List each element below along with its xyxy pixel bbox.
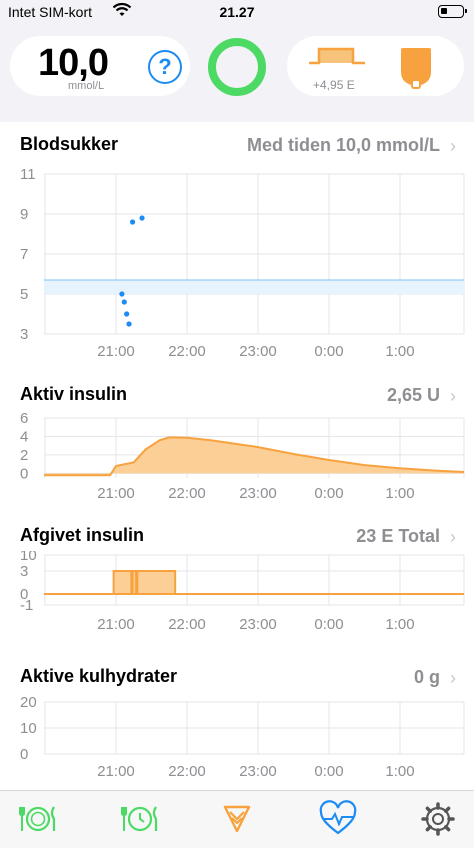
active-insulin-area [44, 437, 464, 476]
x-tick-label: 0:00 [314, 616, 343, 633]
delivered-insulin-chart[interactable]: 103 0-1 21:00 22:00 23:00 0:00 1:00 [0, 551, 474, 651]
bolus-bar [136, 570, 177, 595]
y-tick-label: -1 [20, 597, 33, 614]
basal-rate-icon [309, 47, 365, 65]
x-tick-label: 22:00 [168, 343, 206, 360]
tab-bar [0, 790, 474, 848]
carbs-chart-summary: 0 g [413, 667, 440, 687]
chevron-right-icon: › [450, 136, 456, 156]
loop-status-icon[interactable] [208, 38, 266, 96]
help-icon[interactable]: ? [148, 50, 182, 84]
wifi-icon [112, 2, 132, 16]
workout-tab[interactable] [318, 799, 358, 839]
target-range-band [44, 280, 464, 294]
active-insulin-chart-title: Aktiv insulin [20, 384, 128, 404]
y-tick-label: 2 [20, 447, 28, 464]
settings-tab[interactable] [418, 799, 458, 839]
glucose-hud[interactable]: 10,0 mmol/L ? [10, 36, 190, 96]
active-insulin-line [44, 436, 465, 477]
x-tick-label: 22:00 [168, 763, 206, 780]
pre-meal-tab[interactable] [120, 799, 160, 839]
chevron-right-icon: › [450, 527, 456, 547]
x-tick-label: 22:00 [168, 616, 206, 633]
glucose-value: 10,0 [38, 42, 109, 84]
glucose-chart-title: Blodsukker [20, 134, 119, 154]
x-tick-label: 21:00 [97, 485, 135, 502]
delivered-insulin-chart-title: Afgivet insulin [20, 525, 145, 545]
glucose-point [124, 311, 130, 317]
x-tick-label: 23:00 [239, 343, 277, 360]
y-tick-label: 0 [20, 746, 28, 763]
basal-label: +4,95 E [313, 78, 355, 92]
y-tick-label: 0 [20, 586, 28, 603]
x-tick-label: 0:00 [314, 485, 343, 502]
x-tick-label: 22:00 [168, 485, 206, 502]
x-tick-label: 21:00 [97, 763, 135, 780]
y-tick-label: 9 [20, 206, 28, 223]
clock: 21.27 [219, 4, 255, 20]
y-tick-label: 5 [20, 286, 28, 303]
glucose-chart-summary: Med tiden 10,0 mmol/L [246, 135, 440, 155]
plate-clock-icon [121, 806, 158, 832]
pump-hud[interactable]: +4,95 E [287, 36, 464, 96]
bolus-triangle-icon [223, 805, 251, 833]
y-tick-label: 10 [20, 551, 37, 564]
y-tick-label: 3 [20, 563, 28, 580]
glucose-point [139, 215, 145, 221]
carbs-chart[interactable]: 20 10 0 21:00 22:00 23:00 0:00 1:00 [0, 692, 474, 788]
active-insulin-chart[interactable]: 64 20 21:00 22:00 23:00 0:00 1:00 [0, 410, 474, 510]
glucose-point [126, 321, 132, 327]
x-tick-label: 1:00 [385, 763, 414, 780]
reservoir-icon [401, 48, 431, 89]
x-tick-label: 1:00 [385, 616, 414, 633]
glucose-point [119, 291, 125, 297]
bolus-bar [131, 570, 138, 595]
y-tick-label: 11 [20, 166, 36, 183]
glucose-chart[interactable]: 11 9 7 5 3 21:00 22:00 23:00 0:00 1:00 [0, 162, 474, 372]
x-tick-label: 0:00 [314, 343, 343, 360]
heart-pulse-icon [319, 800, 357, 835]
delivered-insulin-chart-header[interactable]: Afgivet insulin 23 E Total › [20, 525, 464, 549]
delivered-insulin-chart-summary: 23 E Total [356, 526, 440, 546]
x-tick-label: 23:00 [239, 485, 277, 502]
y-tick-label: 6 [20, 410, 28, 427]
carbs-chart-header[interactable]: Aktive kulhydrater 0 g › [20, 666, 464, 690]
x-tick-label: 0:00 [314, 763, 343, 780]
gear-icon [421, 802, 455, 836]
carbs-chart-title: Aktive kulhydrater [20, 666, 178, 686]
x-tick-label: 1:00 [385, 485, 414, 502]
y-tick-label: 4 [20, 428, 28, 445]
glucose-point [121, 299, 127, 305]
hud: 10,0 mmol/L ? +4,95 E [0, 30, 474, 120]
charts-panel: Blodsukker Med tiden 10,0 mmol/L › 11 9 7 5… [0, 122, 474, 790]
glucose-chart-header[interactable]: Blodsukker Med tiden 10,0 mmol/L › [20, 134, 464, 158]
x-tick-label: 23:00 [239, 763, 277, 780]
x-tick-label: 23:00 [239, 616, 277, 633]
y-tick-label: 0 [20, 465, 28, 482]
battery-icon [438, 5, 467, 18]
x-tick-label: 1:00 [385, 343, 414, 360]
bolus-tab[interactable] [217, 799, 257, 839]
active-insulin-chart-summary: 2,65 U [386, 385, 440, 405]
chevron-right-icon: › [450, 386, 456, 406]
y-tick-label: 20 [20, 694, 37, 711]
y-tick-label: 3 [20, 326, 28, 343]
carrier-label: Intet SIM-kort [8, 4, 93, 20]
y-tick-label: 7 [20, 246, 28, 263]
status-bar: Intet SIM-kort 21.27 [0, 0, 474, 24]
glucose-unit: mmol/L [68, 80, 105, 92]
x-tick-label: 21:00 [97, 616, 135, 633]
y-tick-label: 10 [20, 720, 37, 737]
glucose-point [129, 219, 136, 225]
plate-fork-knife-icon [19, 806, 56, 832]
x-tick-label: 21:00 [97, 343, 135, 360]
active-insulin-chart-header[interactable]: Aktiv insulin 2,65 U › [20, 384, 464, 408]
carbs-tab[interactable] [18, 799, 58, 839]
chevron-right-icon: › [450, 668, 456, 688]
bolus-bar [112, 570, 133, 595]
